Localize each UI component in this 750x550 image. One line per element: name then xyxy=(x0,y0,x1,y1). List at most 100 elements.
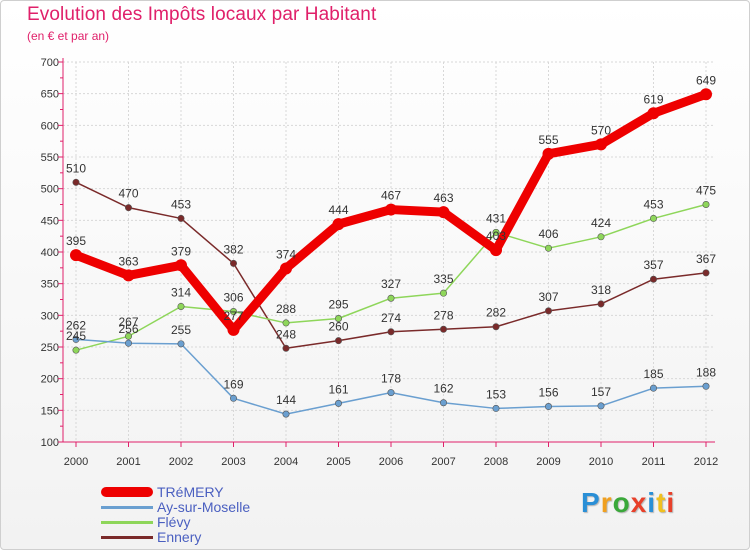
y-tick-label: 300 xyxy=(41,310,59,322)
logo-letter: i xyxy=(666,487,676,518)
legend-item-ennery: Ennery xyxy=(101,529,361,545)
data-label-ay-sur-moselle: 255 xyxy=(171,323,191,337)
data-point-ay-sur-moselle xyxy=(177,340,185,348)
data-point-ay-sur-moselle xyxy=(702,382,710,390)
data-label-flevy: 453 xyxy=(643,197,663,211)
data-point-ay-sur-moselle xyxy=(649,384,657,392)
data-point-tremery xyxy=(70,249,82,262)
data-label-flevy: 267 xyxy=(118,315,138,329)
data-point-tremery xyxy=(542,147,555,160)
data-label-ay-sur-moselle: 178 xyxy=(381,372,401,386)
data-point-flevy xyxy=(597,233,605,241)
y-tick-label: 350 xyxy=(41,279,59,291)
data-point-flevy xyxy=(544,244,552,252)
data-point-flevy xyxy=(492,228,500,236)
data-label-tremery: 570 xyxy=(591,123,611,137)
x-tick-label: 2008 xyxy=(484,456,508,468)
data-point-ennery xyxy=(492,323,500,331)
data-point-ennery xyxy=(439,325,447,333)
data-label-flevy: 306 xyxy=(223,291,243,305)
y-tick-label: 250 xyxy=(41,342,59,354)
data-label-tremery: 395 xyxy=(66,234,86,248)
legend-label-flevy: Flévy xyxy=(157,514,191,530)
data-point-flevy xyxy=(702,201,710,209)
data-label-tremery: 649 xyxy=(696,73,716,87)
data-point-tremery xyxy=(332,218,345,231)
data-label-ay-sur-moselle: 185 xyxy=(643,367,663,381)
data-label-ennery: 453 xyxy=(171,197,191,211)
data-label-ennery: 382 xyxy=(223,242,243,256)
x-tick-label: 2001 xyxy=(116,456,140,468)
data-point-tremery xyxy=(122,269,135,282)
data-label-ay-sur-moselle: 169 xyxy=(223,377,243,391)
data-label-flevy: 295 xyxy=(328,298,348,312)
data-label-ay-sur-moselle: 262 xyxy=(66,318,86,332)
data-label-ay-sur-moselle: 188 xyxy=(696,365,716,379)
data-label-flevy: 245 xyxy=(66,329,86,343)
data-point-ennery xyxy=(702,269,710,277)
data-point-ennery xyxy=(387,328,395,336)
data-label-ennery: 357 xyxy=(643,258,663,272)
data-label-ay-sur-moselle: 157 xyxy=(591,385,611,399)
data-point-flevy xyxy=(177,302,185,310)
data-point-ennery xyxy=(230,259,238,267)
legend-item-ay-sur-moselle: Ay-sur-Moselle xyxy=(101,499,361,515)
data-point-ay-sur-moselle xyxy=(439,399,447,407)
y-tick-label: 400 xyxy=(41,247,59,259)
logo-letter: t xyxy=(656,487,667,518)
logo-letter: x xyxy=(630,487,648,518)
logo-letter: o xyxy=(612,487,631,518)
data-label-ennery: 307 xyxy=(538,290,558,304)
legend-item-flevy: Flévy xyxy=(101,514,361,530)
data-label-tremery: 463 xyxy=(433,191,453,205)
y-tick-label: 650 xyxy=(41,89,59,101)
y-tick-label: 100 xyxy=(41,437,59,449)
legend: TRéMERY Ay-sur-Moselle Flévy Ennery xyxy=(101,484,361,545)
data-label-flevy: 424 xyxy=(591,216,611,230)
data-point-ay-sur-moselle xyxy=(282,410,290,418)
data-label-ay-sur-moselle: 161 xyxy=(328,382,348,396)
data-point-ay-sur-moselle xyxy=(544,403,552,411)
data-label-flevy: 406 xyxy=(538,227,558,241)
x-tick-label: 2011 xyxy=(642,456,666,468)
data-point-ennery xyxy=(544,307,552,315)
grid xyxy=(63,61,715,442)
data-point-ay-sur-moselle xyxy=(387,389,395,397)
x-tick-label: 2002 xyxy=(169,456,193,468)
data-label-flevy: 314 xyxy=(171,285,191,299)
data-point-ennery xyxy=(177,214,185,222)
data-label-ennery: 510 xyxy=(66,161,86,175)
data-point-flevy xyxy=(439,289,447,297)
data-label-ennery: 278 xyxy=(433,308,453,322)
legend-swatch-tremery xyxy=(101,487,153,497)
data-point-ennery xyxy=(649,275,657,283)
data-label-ay-sur-moselle: 256 xyxy=(118,322,138,336)
data-label-ennery: 260 xyxy=(328,320,348,334)
logo-letter: P xyxy=(581,487,601,518)
legend-label-ennery: Ennery xyxy=(157,529,202,545)
x-tick-label: 2003 xyxy=(221,456,245,468)
data-point-ennery xyxy=(282,344,290,352)
data-point-tremery xyxy=(280,262,292,275)
axes: 100 150 200 250 300 350 400 450 500 550 600 650 700 2… xyxy=(41,57,719,468)
y-tick-label: 500 xyxy=(41,184,59,196)
x-tick-label: 2000 xyxy=(64,456,88,468)
data-point-tremery xyxy=(227,323,240,336)
data-label-ennery: 274 xyxy=(381,311,401,325)
y-tick-label: 600 xyxy=(41,120,59,132)
legend-item-tremery: TRéMERY xyxy=(101,484,361,500)
data-label-tremery: 403 xyxy=(486,229,506,243)
data-label-tremery: 363 xyxy=(118,254,138,268)
data-point-tremery xyxy=(385,203,397,216)
logo-letter: r xyxy=(600,487,613,518)
data-label-flevy: 327 xyxy=(381,277,401,291)
data-label-flevy: 431 xyxy=(486,211,506,225)
legend-label-tremery: TRéMERY xyxy=(157,484,224,500)
data-label-ennery: 318 xyxy=(591,283,611,297)
data-point-flevy xyxy=(649,214,657,222)
legend-swatch-ennery xyxy=(101,536,153,539)
data-label-flevy: 335 xyxy=(433,272,453,286)
data-point-tremery xyxy=(700,88,712,101)
